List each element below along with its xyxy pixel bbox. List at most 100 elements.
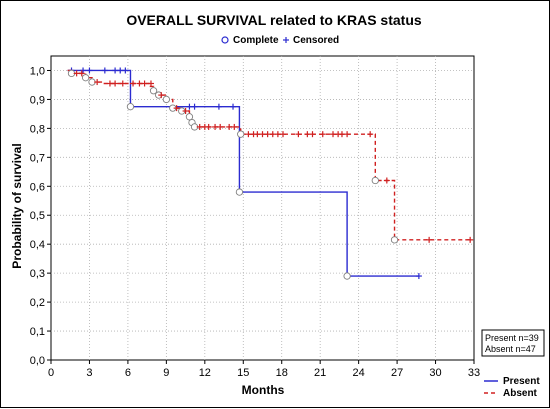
- legend-present-label: Present: [503, 376, 540, 387]
- present-complete-point: [343, 272, 351, 280]
- present-complete-point: [235, 188, 244, 196]
- absent-n-note: Absent n=47: [485, 344, 536, 354]
- y-tick-label: 0,2: [30, 297, 45, 309]
- present-censored-point: [80, 67, 87, 74]
- complete-marker-icon: [221, 36, 229, 44]
- x-tick-label: 0: [48, 367, 54, 379]
- x-tick-label: 9: [163, 367, 169, 379]
- absent-censored-point: [212, 123, 219, 130]
- absent-complete-point: [162, 95, 171, 104]
- series-layer: [67, 67, 474, 280]
- x-tick-label: 6: [125, 367, 131, 379]
- absent-censored-point: [112, 80, 119, 87]
- absent-censored-point: [319, 131, 326, 138]
- absent-censored-point: [367, 131, 374, 138]
- absent-censored-point: [226, 123, 233, 130]
- absent-censored-point: [280, 131, 287, 138]
- absent-censored-point: [73, 70, 80, 77]
- absent-censored-point: [383, 177, 390, 184]
- absent-censored-point: [147, 80, 154, 87]
- absent-censored-point: [217, 123, 224, 130]
- absent-censored-point: [182, 108, 189, 115]
- absent-censored-point: [309, 131, 316, 138]
- absent-censored-point: [141, 80, 148, 87]
- present-survival-line: [67, 69, 419, 277]
- y-tick-label: 0,3: [30, 268, 45, 280]
- x-tick-label: 24: [353, 367, 365, 379]
- x-tick-label: 12: [199, 367, 211, 379]
- present-censored-point: [86, 67, 93, 74]
- present-censored-point: [117, 67, 124, 74]
- absent-censored-point: [78, 70, 85, 77]
- y-tick-label: 0,1: [30, 326, 45, 338]
- absent-censored-point: [196, 123, 203, 130]
- present-series: [67, 67, 422, 280]
- absent-censored-point: [106, 80, 113, 87]
- absent-censored-point: [94, 79, 101, 86]
- y-tick-label: 0,4: [30, 239, 45, 251]
- absent-censored-point: [338, 131, 345, 138]
- present-censored-point: [186, 103, 193, 110]
- y-tick-label: 0,7: [30, 152, 45, 164]
- present-censored-point: [230, 103, 237, 110]
- absent-censored-point: [269, 131, 276, 138]
- censored-marker-icon: [283, 37, 289, 43]
- x-tick-label: 27: [391, 367, 403, 379]
- x-tick-label: 15: [237, 367, 249, 379]
- y-tick-label: 0,8: [30, 123, 45, 135]
- absent-censored-point: [330, 131, 336, 138]
- y-tick-label: 0,0: [30, 355, 45, 367]
- axis-ticks: 0 3 6 9 12 15 18 21 24 27 30 33 0,0 0,1 0,2 0,3 0,4 0,5 0,…: [30, 65, 480, 379]
- absent-complete-point: [149, 87, 158, 95]
- x-tick-label: 33: [468, 367, 480, 379]
- x-tick-label: 3: [86, 367, 92, 379]
- present-censored-point: [101, 67, 108, 74]
- absent-censored-point: [245, 131, 252, 138]
- series-legend: Present Absent: [484, 376, 540, 399]
- legend-complete-label: Complete: [233, 35, 279, 46]
- x-axis-title: Months: [242, 383, 285, 397]
- y-tick-label: 0,5: [30, 210, 45, 222]
- present-censored-point: [191, 103, 198, 110]
- absent-complete-point: [390, 236, 399, 244]
- present-censored-point: [112, 67, 119, 74]
- absent-censored-point: [205, 123, 212, 130]
- absent-censored-point: [173, 105, 180, 112]
- y-tick-label: 0,9: [30, 94, 45, 106]
- absent-series: [67, 69, 474, 244]
- sample-size-box: [481, 329, 545, 357]
- absent-censored-point: [264, 131, 271, 138]
- x-tick-label: 21: [314, 367, 326, 379]
- absent-censored-point: [158, 92, 165, 99]
- present-complete-point: [126, 103, 135, 111]
- chart-title: OVERALL SURVIVAL related to KRAS status: [126, 12, 422, 28]
- absent-censored-point: [136, 80, 143, 87]
- present-n-note: Present n=39: [485, 333, 539, 343]
- absent-censored-point: [119, 80, 126, 87]
- absent-censored-point: [426, 236, 433, 243]
- absent-complete-point: [81, 74, 90, 82]
- x-tick-label: 18: [276, 367, 288, 379]
- y-axis-title: Probability of survival: [10, 143, 24, 268]
- legend-absent-label: Absent: [503, 388, 538, 399]
- absent-censored-point: [231, 123, 238, 130]
- absent-complete-point: [371, 176, 379, 185]
- present-censored-point: [122, 67, 129, 74]
- absent-complete-point: [237, 130, 245, 138]
- y-tick-label: 1,0: [30, 65, 45, 77]
- absent-censored-point: [259, 131, 266, 138]
- absent-censored-point: [344, 131, 351, 138]
- absent-censored-point: [467, 236, 474, 243]
- marker-legend: Complete Censored: [221, 35, 339, 46]
- absent-censored-point: [254, 131, 261, 138]
- absent-censored-point: [295, 131, 302, 138]
- plot-area: [50, 55, 475, 361]
- absent-censored-point: [274, 131, 281, 138]
- absent-censored-point: [304, 131, 311, 138]
- y-tick-label: 0,6: [30, 181, 45, 193]
- absent-censored-point: [130, 80, 137, 87]
- x-tick-label: 30: [429, 367, 441, 379]
- present-censored-point: [415, 273, 422, 280]
- present-censored-point: [215, 103, 222, 110]
